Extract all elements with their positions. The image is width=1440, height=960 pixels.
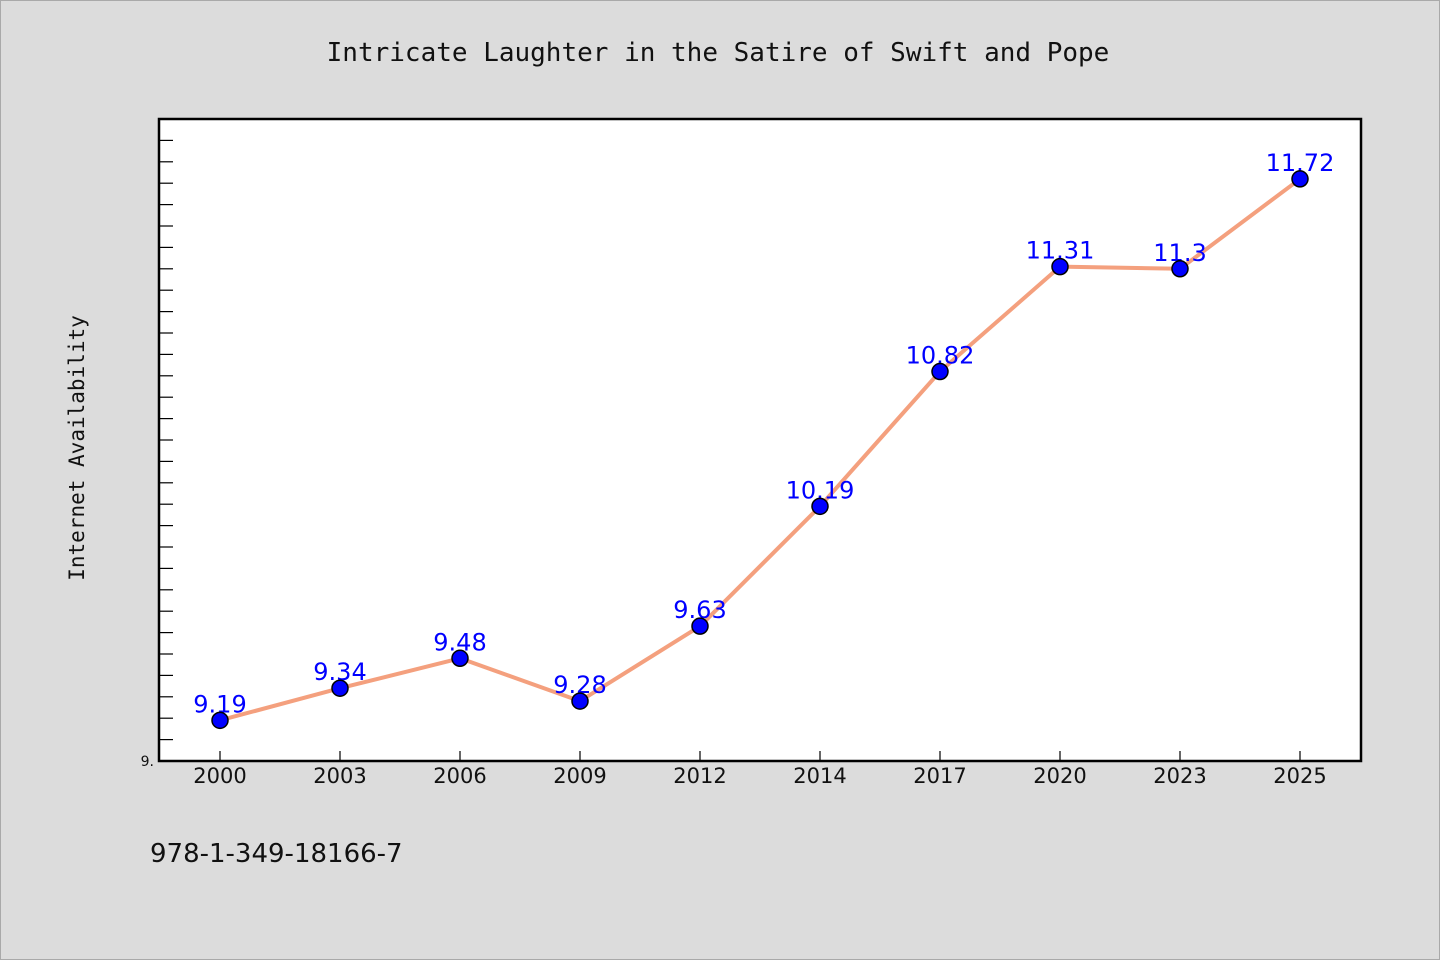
data-point-marker — [451, 649, 469, 668]
isbn-text: 978-1-349-18166-7 — [150, 839, 403, 869]
x-tick-label: 2014 — [793, 764, 846, 788]
data-points — [211, 170, 1309, 730]
y-tick-label: 9. — [141, 754, 154, 770]
x-tick-label: 2000 — [193, 764, 246, 788]
x-tick-label: 2023 — [1153, 764, 1206, 788]
data-point-marker — [931, 362, 949, 381]
data-point-marker — [211, 711, 229, 730]
x-tick-label: 2006 — [433, 764, 486, 788]
data-point-marker — [1171, 260, 1189, 278]
data-point-marker — [1051, 257, 1069, 276]
data-point-marker — [811, 497, 829, 516]
data-point-marker — [571, 692, 589, 710]
x-tick-label: 2017 — [913, 764, 966, 788]
plot-area — [157, 117, 1363, 763]
x-tick-label: 2009 — [553, 764, 606, 788]
y-axis-ticks — [159, 139, 173, 762]
chart-title: Intricate Laughter in the Satire of Swif… — [327, 38, 1110, 68]
x-tick-label: 2025 — [1273, 764, 1326, 788]
x-tick-label: 2012 — [673, 764, 726, 788]
y-axis-label: Internet Availability — [65, 315, 89, 581]
data-point-marker — [331, 679, 349, 697]
x-axis-ticks: 2000 2003 2006 2009 2012 2014 2017 2020 2023 2025 — [193, 751, 1327, 788]
x-tick-label: 2003 — [313, 764, 366, 788]
x-tick-label: 2020 — [1033, 764, 1086, 788]
series-line — [218, 176, 1302, 723]
data-point-marker — [1291, 170, 1309, 188]
data-point-marker — [691, 617, 709, 635]
